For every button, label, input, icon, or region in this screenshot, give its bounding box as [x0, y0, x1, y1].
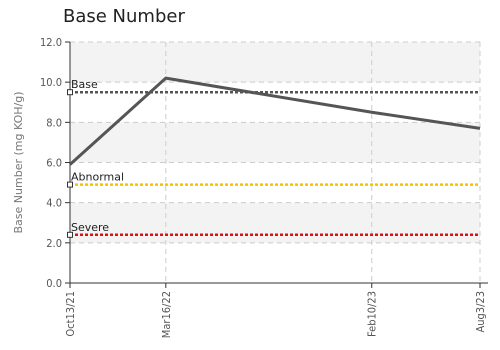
y-tick-label: 8.0 — [46, 116, 62, 129]
reference-label: Severe — [71, 221, 109, 234]
y-tick-label: 6.0 — [46, 157, 62, 170]
y-tick-label: 10.0 — [40, 76, 62, 89]
background-band — [70, 122, 480, 163]
background-band — [70, 202, 480, 243]
reference-lines: Base Abnormal Severe — [67, 78, 480, 238]
y-tick-label: 4.0 — [46, 197, 62, 210]
chart-title: Base Number — [63, 6, 185, 27]
x-tick-labels: Oct13/21 Mar16/22 Feb10/23 Aug3/23 — [64, 291, 487, 338]
x-tick-label: Oct13/21 — [64, 291, 77, 337]
y-axis-label: Base Number (mg KOH/g) — [12, 92, 25, 234]
reference-label: Abnormal — [71, 171, 124, 184]
x-tick-label: Feb10/23 — [366, 291, 379, 337]
x-tick-label: Mar16/22 — [160, 291, 173, 338]
reference-marker — [67, 181, 73, 188]
series-line — [68, 76, 481, 166]
reference-marker — [67, 231, 73, 238]
y-tick-label: 0.0 — [46, 277, 62, 290]
y-tick-label: 12.0 — [40, 36, 62, 49]
background-bands — [70, 42, 480, 243]
axes — [65, 41, 488, 288]
y-tick-labels: 0.0 2.0 4.0 6.0 8.0 10.0 12.0 — [40, 36, 62, 290]
x-tick-label: Aug3/23 — [474, 291, 487, 333]
reference-label: Base — [71, 78, 98, 91]
y-tick-label: 2.0 — [46, 237, 62, 250]
background-band — [70, 42, 480, 83]
reference-marker — [67, 89, 73, 96]
series — [68, 76, 481, 166]
